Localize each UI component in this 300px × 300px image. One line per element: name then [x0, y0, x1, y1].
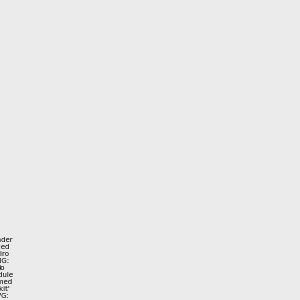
Text: Render failed
Cairo PNG: No module named 'rdkit'
SVG: No module named 'rdkit'
Mo: Render failed Cairo PNG: No module named…	[0, 237, 22, 300]
